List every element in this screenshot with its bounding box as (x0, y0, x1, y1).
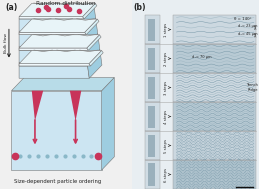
Polygon shape (19, 6, 94, 19)
Polygon shape (19, 64, 90, 66)
Text: d₁= 23 μm: d₁= 23 μm (238, 24, 258, 29)
Bar (145, 102, 160, 131)
Polygon shape (19, 18, 96, 31)
Polygon shape (85, 19, 99, 35)
Polygon shape (70, 91, 81, 121)
Bar (145, 73, 160, 102)
Bar (148, 135, 155, 156)
Polygon shape (87, 49, 100, 66)
Polygon shape (19, 63, 88, 66)
Polygon shape (19, 66, 89, 78)
Polygon shape (19, 50, 87, 63)
Text: Trench: Trench (246, 83, 258, 87)
Polygon shape (19, 34, 98, 47)
Bar (173, 44, 256, 73)
Bar (173, 15, 256, 44)
Polygon shape (87, 35, 101, 50)
Text: θ = 140°: θ = 140° (234, 17, 251, 21)
Polygon shape (19, 32, 86, 35)
Polygon shape (11, 91, 102, 170)
Polygon shape (19, 19, 97, 32)
Bar (145, 44, 160, 73)
Bar (148, 105, 155, 128)
Polygon shape (83, 21, 98, 47)
Text: 4 steps: 4 steps (164, 109, 168, 124)
Polygon shape (85, 37, 100, 63)
Text: Bulk flow: Bulk flow (4, 33, 8, 53)
Bar (145, 15, 160, 44)
Bar (173, 160, 256, 189)
Text: Random distribution: Random distribution (36, 1, 96, 6)
Polygon shape (19, 3, 95, 17)
Polygon shape (19, 49, 100, 63)
Bar (145, 131, 160, 160)
Polygon shape (88, 53, 102, 78)
Bar (148, 163, 155, 186)
Polygon shape (19, 47, 85, 50)
Polygon shape (83, 18, 96, 35)
Text: d₁= 70 μm: d₁= 70 μm (192, 55, 211, 59)
Polygon shape (19, 50, 102, 64)
Polygon shape (89, 50, 103, 66)
Text: d₂= 45 μm: d₂= 45 μm (238, 32, 258, 36)
Polygon shape (85, 34, 98, 50)
Polygon shape (19, 19, 83, 31)
Polygon shape (19, 17, 84, 19)
Text: (b): (b) (133, 3, 146, 12)
Text: 5 steps: 5 steps (164, 139, 168, 153)
Bar (145, 160, 160, 189)
Polygon shape (19, 35, 85, 47)
Text: 3 steps: 3 steps (164, 81, 168, 95)
Bar (148, 77, 155, 99)
Polygon shape (19, 31, 83, 35)
Polygon shape (19, 48, 88, 50)
Bar (148, 48, 155, 70)
Polygon shape (102, 77, 114, 170)
Text: 2 steps: 2 steps (164, 52, 168, 66)
Text: 6 steps: 6 steps (164, 167, 168, 181)
Text: 1 steps: 1 steps (164, 22, 168, 37)
Text: Size-dependent particle ordering: Size-dependent particle ordering (13, 179, 101, 184)
Bar (173, 131, 256, 160)
Bar (173, 102, 256, 131)
Text: Ridge: Ridge (247, 88, 258, 92)
Polygon shape (11, 77, 114, 91)
Polygon shape (19, 37, 98, 50)
Polygon shape (81, 6, 96, 31)
Bar (173, 73, 256, 102)
Polygon shape (83, 3, 97, 19)
Text: (a): (a) (5, 3, 17, 12)
Polygon shape (19, 21, 96, 35)
Polygon shape (32, 91, 43, 121)
Polygon shape (19, 53, 100, 66)
Bar (148, 19, 155, 41)
Polygon shape (19, 35, 99, 48)
